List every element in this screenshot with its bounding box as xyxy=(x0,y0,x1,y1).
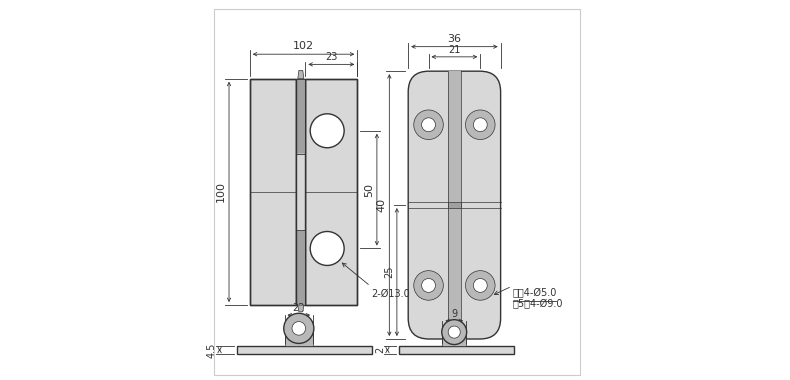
Polygon shape xyxy=(448,71,461,339)
Circle shape xyxy=(414,110,443,139)
Polygon shape xyxy=(399,346,514,354)
Text: 40: 40 xyxy=(377,198,386,212)
Circle shape xyxy=(310,231,344,266)
Circle shape xyxy=(284,314,314,344)
Polygon shape xyxy=(296,79,306,154)
Polygon shape xyxy=(296,230,306,305)
Circle shape xyxy=(414,271,443,300)
Text: 50: 50 xyxy=(364,183,374,196)
Polygon shape xyxy=(442,328,466,346)
Polygon shape xyxy=(284,322,313,346)
Polygon shape xyxy=(250,79,296,305)
Polygon shape xyxy=(298,305,304,312)
Text: 通各4-Ø5.0: 通各4-Ø5.0 xyxy=(513,288,557,298)
Text: 23: 23 xyxy=(325,52,337,62)
Circle shape xyxy=(465,110,495,139)
Text: 100: 100 xyxy=(216,181,226,203)
Text: 36: 36 xyxy=(447,34,461,44)
Text: 21: 21 xyxy=(448,44,461,55)
FancyBboxPatch shape xyxy=(408,71,501,339)
Text: 4.5: 4.5 xyxy=(207,342,217,358)
Circle shape xyxy=(442,320,467,345)
Polygon shape xyxy=(236,346,372,354)
Text: 沉5各4-Ø9.0: 沉5各4-Ø9.0 xyxy=(513,299,563,309)
Text: 102: 102 xyxy=(293,41,314,51)
Circle shape xyxy=(473,118,487,132)
Polygon shape xyxy=(306,79,357,305)
Circle shape xyxy=(292,321,306,335)
Text: 25: 25 xyxy=(384,266,394,278)
Circle shape xyxy=(473,279,487,292)
Text: 2: 2 xyxy=(374,347,385,353)
Polygon shape xyxy=(296,79,306,305)
Polygon shape xyxy=(296,154,306,230)
Circle shape xyxy=(310,114,344,148)
Polygon shape xyxy=(297,80,304,153)
Text: 2-Ø13.0: 2-Ø13.0 xyxy=(371,289,410,299)
Text: 9: 9 xyxy=(451,309,457,319)
Circle shape xyxy=(465,271,495,300)
Circle shape xyxy=(422,279,435,292)
Circle shape xyxy=(422,118,435,132)
Polygon shape xyxy=(448,202,461,209)
Polygon shape xyxy=(297,231,304,304)
Text: 22: 22 xyxy=(292,303,305,313)
Circle shape xyxy=(448,326,461,338)
Polygon shape xyxy=(298,70,304,79)
